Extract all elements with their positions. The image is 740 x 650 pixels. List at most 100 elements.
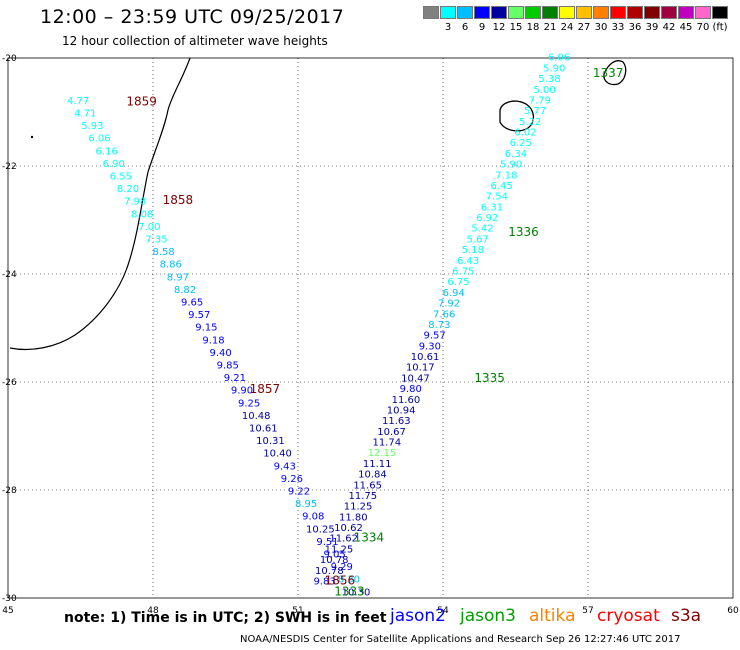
wave-height-value: 4.77 — [67, 96, 89, 107]
wave-height-value: 10.94 — [387, 405, 416, 416]
wave-height-value: 7.35 — [145, 235, 167, 246]
color-tick-label: 45 — [679, 22, 693, 33]
color-swatch — [440, 6, 456, 19]
wave-height-value: 6.75 — [447, 277, 469, 288]
page-subtitle: 12 hour collection of altimeter wave hei… — [62, 34, 328, 48]
color-swatch — [576, 6, 592, 19]
wave-height-value: 10.61 — [411, 352, 440, 363]
wave-height-value: 5.42 — [471, 224, 493, 235]
wave-height-value: 6.34 — [505, 149, 527, 160]
wave-height-value: 6.31 — [481, 202, 503, 213]
y-tick-label: -22 — [2, 162, 17, 172]
wave-height-value: 12.15 — [368, 448, 397, 459]
wave-height-value: 6.06 — [548, 53, 570, 64]
wave-height-value: 5.18 — [462, 245, 484, 256]
wave-height-value: 6.94 — [443, 288, 465, 299]
satellite-legend-cryosat: cryosat — [597, 606, 660, 626]
color-swatch — [525, 6, 541, 19]
wave-height-value: 10.67 — [377, 427, 406, 438]
wave-height-value: 9.57 — [423, 331, 445, 342]
wave-height-value: 5.67 — [467, 234, 489, 245]
wave-height-value: 9.43 — [274, 461, 296, 472]
wave-height-value: 11.60 — [392, 395, 421, 406]
wave-height-value: 5.93 — [81, 121, 103, 132]
credit-line: NOAA/NESDIS Center for Satellite Applica… — [240, 634, 681, 645]
satellite-legend-jason2: jason2 — [390, 606, 446, 626]
wave-height-value: 9.30 — [419, 341, 441, 352]
wave-height-value: 9.29 — [331, 562, 353, 573]
wave-height-value: 7.92 — [438, 299, 460, 310]
wave-height-value: 10.40 — [263, 449, 292, 460]
color-swatch — [593, 6, 609, 19]
wave-height-value: 11.11 — [363, 459, 392, 470]
wave-height-value: 9.18 — [202, 335, 224, 346]
pass-time-label-east: 1337 — [593, 66, 624, 80]
wave-height-value: 11.80 — [339, 512, 368, 523]
wave-height-value: 7.79 — [529, 95, 551, 106]
color-tick-label: 9 — [478, 22, 486, 33]
wave-height-value: 8.73 — [428, 320, 450, 331]
wave-height-value: 9.22 — [288, 487, 310, 498]
wave-height-value: 5.00 — [534, 85, 556, 96]
color-tick-label: 70 — [696, 22, 710, 33]
wave-height-value: 9.51 — [316, 537, 338, 548]
wave-height-value: 7.66 — [433, 309, 455, 320]
y-tick-label: -24 — [2, 270, 17, 280]
wave-height-value: 7.98 — [124, 197, 146, 208]
wave-height-value: 9.08 — [302, 512, 324, 523]
wave-height-value: 11.25 — [344, 502, 373, 513]
wave-height-value: 9.15 — [195, 323, 217, 334]
pass-time-label-east: 1336 — [508, 225, 539, 239]
wave-height-value: 11.75 — [349, 491, 378, 502]
y-tick-label: -20 — [2, 54, 17, 64]
reunion-island — [499, 100, 535, 132]
color-tick-label: 30 — [594, 22, 608, 33]
wave-height-value: 8.86 — [160, 260, 182, 271]
y-tick-label: -26 — [2, 378, 17, 388]
wave-height-value: 10.84 — [358, 470, 387, 481]
wave-height-value: 6.92 — [476, 213, 498, 224]
color-swatch — [627, 6, 643, 19]
wave-height-value: 10.61 — [249, 424, 278, 435]
color-tick-label: 18 — [526, 22, 540, 33]
wave-height-value: 11.25 — [325, 544, 354, 555]
color-swatch — [508, 6, 524, 19]
pass-time-label-west: 1856 — [325, 574, 356, 588]
satellite-legend-jason3: jason3 — [460, 606, 516, 626]
color-swatch — [678, 6, 694, 19]
satellite-track-west: 4.77 4.715.93 6.066.16 6.90 6.558.20 7.988.08… — [67, 96, 370, 598]
satellite-legend-altika: altika — [529, 606, 576, 626]
wave-height-value: 9.90 — [231, 386, 253, 397]
color-swatch — [474, 6, 490, 19]
x-tick-label: 51 — [292, 606, 303, 616]
wave-height-value: 5.90 — [500, 160, 522, 171]
mauritius-island — [603, 60, 627, 86]
y-tick-label: -30 — [2, 594, 17, 604]
wave-height-value: 8.20 — [117, 184, 139, 195]
wave-height-value: 5.22 — [519, 117, 541, 128]
wave-height-value: 11.63 — [382, 416, 411, 427]
wave-height-value: 9.57 — [188, 310, 210, 321]
wave-height-value: 6.16 — [95, 146, 117, 157]
wave-height-value: 8.08 — [131, 209, 153, 220]
wave-height-value: 9.21 — [224, 373, 246, 384]
small-island — [30, 135, 34, 139]
x-tick-label: 45 — [2, 606, 13, 616]
coastlines — [9, 57, 627, 351]
y-tick-label: -28 — [2, 486, 17, 496]
wave-height-value: 6.43 — [457, 256, 479, 267]
wave-height-value: 8.95 — [295, 499, 317, 510]
wave-height-value: 5.90 — [543, 63, 565, 74]
wave-height-value: 5.77 — [524, 106, 546, 117]
wave-height-value: 11.62 — [329, 534, 358, 545]
page-title: 12:00 – 23:59 UTC 09/25/2017 — [40, 6, 345, 28]
wave-height-value: 6.45 — [490, 181, 512, 192]
color-tick-label: 15 — [509, 22, 523, 33]
color-swatch — [712, 6, 728, 19]
wave-height-value: 6.90 — [103, 159, 125, 170]
color-swatch — [423, 6, 439, 19]
x-tick-label: 60 — [727, 606, 739, 616]
wave-height-value: 6.02 — [514, 128, 536, 139]
wave-height-value: 6.55 — [110, 172, 132, 183]
